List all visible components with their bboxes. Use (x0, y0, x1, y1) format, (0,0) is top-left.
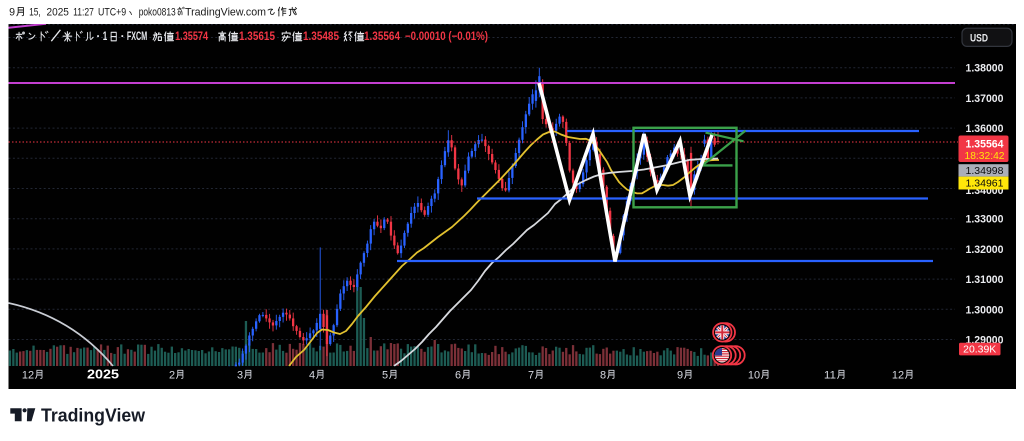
svg-text:TradingView: TradingView (41, 405, 146, 425)
svg-text:UTC+9: UTC+9 (98, 7, 126, 19)
svg-text:15,: 15, (29, 7, 41, 19)
svg-text:1.34961: 1.34961 (966, 178, 1004, 190)
svg-text:1.35615: 1.35615 (239, 31, 276, 43)
svg-text:4: 4 (309, 369, 315, 381)
svg-text:18:32:42: 18:32:42 (965, 150, 1005, 162)
svg-text:12: 12 (892, 369, 904, 381)
svg-text:1: 1 (103, 29, 108, 43)
svg-text:8: 8 (600, 369, 606, 381)
svg-text:1.37000: 1.37000 (966, 93, 1004, 105)
svg-text:1.35564: 1.35564 (364, 31, 401, 43)
svg-text:1.30000: 1.30000 (966, 304, 1004, 316)
svg-text:5: 5 (382, 369, 388, 381)
svg-text:2025: 2025 (87, 368, 119, 382)
svg-text:2: 2 (169, 369, 175, 381)
svg-text:6: 6 (455, 369, 461, 381)
svg-text:1.35564: 1.35564 (966, 139, 1005, 151)
svg-text:1.35574: 1.35574 (175, 31, 208, 43)
svg-text:1.35485: 1.35485 (303, 31, 340, 43)
svg-text:1.34998: 1.34998 (966, 165, 1004, 177)
svg-text:·: · (96, 29, 100, 43)
svg-text:USD: USD (970, 33, 988, 45)
svg-text:1.31000: 1.31000 (966, 274, 1004, 286)
svg-text:1.33000: 1.33000 (966, 214, 1004, 226)
svg-text:1.36000: 1.36000 (966, 123, 1004, 135)
svg-text:12: 12 (22, 369, 34, 381)
svg-text:poko0813: poko0813 (139, 7, 176, 19)
svg-text:1.32000: 1.32000 (966, 244, 1004, 256)
svg-text:·: · (121, 29, 125, 43)
svg-text:TradingView.com: TradingView.com (185, 7, 266, 19)
svg-text:3: 3 (237, 369, 243, 381)
svg-text:−0.00010 (−0.01%): −0.00010 (−0.01%) (405, 31, 488, 43)
svg-text:7: 7 (528, 369, 534, 381)
svg-text:11: 11 (824, 369, 836, 381)
svg-text:20.39K: 20.39K (963, 344, 996, 355)
svg-text:9: 9 (677, 369, 683, 381)
svg-text:9: 9 (9, 7, 15, 19)
svg-text:2025: 2025 (47, 7, 69, 19)
svg-text:1.38000: 1.38000 (966, 63, 1004, 75)
svg-text:11:27: 11:27 (73, 7, 94, 19)
svg-text:FXCM: FXCM (127, 29, 147, 43)
svg-text:10: 10 (748, 369, 760, 381)
